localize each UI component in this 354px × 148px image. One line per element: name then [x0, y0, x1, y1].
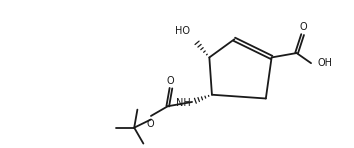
- Text: O: O: [299, 22, 307, 32]
- Text: OH: OH: [318, 58, 332, 68]
- Text: O: O: [147, 119, 154, 130]
- Text: O: O: [167, 76, 175, 86]
- Text: NH: NH: [176, 98, 191, 108]
- Text: HO: HO: [175, 26, 190, 36]
